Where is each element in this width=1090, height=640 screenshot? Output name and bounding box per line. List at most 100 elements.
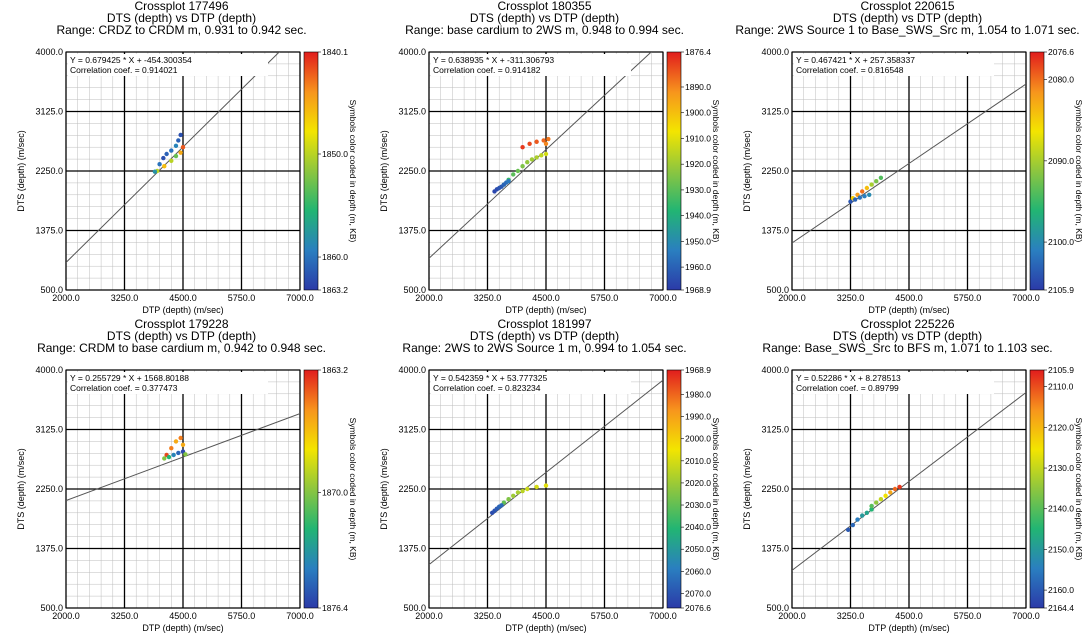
x-tick-label: 5750.0 xyxy=(228,293,256,303)
x-tick-label: 2000.0 xyxy=(778,293,806,303)
chart-title: Crossplot 177496 xyxy=(134,0,229,13)
y-tick-label: 4000.0 xyxy=(398,47,426,57)
y-tick-label: 500.0 xyxy=(40,603,63,613)
scatter-points xyxy=(489,483,549,515)
data-point xyxy=(534,139,539,144)
data-point xyxy=(878,175,884,180)
data-point xyxy=(857,195,863,200)
data-point xyxy=(506,497,511,502)
colorbar-tick-label: 2060.0 xyxy=(685,566,711,576)
colorbar-tick-label: 2110.0 xyxy=(1048,382,1074,392)
data-point xyxy=(529,157,535,162)
data-point xyxy=(869,503,874,509)
equation-box xyxy=(431,54,631,76)
chart-range: Range: base cardium to 2WS m, 0.948 to 0… xyxy=(405,23,684,37)
colorbar-tick-label: 2076.6 xyxy=(685,603,711,613)
data-point xyxy=(169,148,174,153)
data-point xyxy=(862,193,867,199)
x-axis-label: DTP (depth) (m/sec) xyxy=(505,305,586,315)
colorbar-tick-label: 2120.0 xyxy=(1048,422,1074,432)
colorbar-tick-label: 2076.6 xyxy=(1048,47,1074,57)
y-tick-label: 1375.0 xyxy=(35,226,63,236)
equation-box xyxy=(68,54,268,76)
y-axis-label: DTS (depth) (m/sec) xyxy=(16,130,26,212)
data-point xyxy=(845,527,851,532)
crossplot-panel-5: Crossplot 181997 DTS (depth) vs DTP (dep… xyxy=(363,318,726,636)
colorbar-tick-label: 2050.0 xyxy=(685,544,711,554)
y-tick-label: 4000.0 xyxy=(761,47,789,57)
colorbar-tick-label: 2164.4 xyxy=(1048,603,1074,613)
y-tick-label: 4000.0 xyxy=(398,365,426,375)
plot-frame xyxy=(428,51,664,291)
data-point xyxy=(171,452,176,458)
data-point xyxy=(515,168,521,174)
colorbar xyxy=(1029,51,1045,291)
x-tick-label: 4500.0 xyxy=(532,611,560,621)
colorbar-tick-label: 2020.0 xyxy=(685,478,711,488)
data-point xyxy=(883,493,888,498)
x-tick-label: 4500.0 xyxy=(532,293,560,303)
colorbar xyxy=(303,369,319,609)
data-point xyxy=(869,507,874,512)
data-point xyxy=(864,510,870,515)
colorbar-label: Symbols color coded in depth (m, KB) xyxy=(711,100,721,243)
x-tick-label: 2000.0 xyxy=(415,611,443,621)
colorbar xyxy=(1029,369,1045,609)
data-point xyxy=(157,162,162,167)
x-axis-label: DTP (depth) (m/sec) xyxy=(868,305,949,315)
chart-title: Crossplot 180355 xyxy=(497,0,592,13)
x-tick-label: 4500.0 xyxy=(169,611,197,621)
colorbar-tick-label: 1863.2 xyxy=(322,365,348,375)
data-point xyxy=(874,500,879,505)
y-tick-label: 3125.0 xyxy=(398,107,426,117)
colorbar-tick-label: 2140.0 xyxy=(1048,504,1074,514)
x-tick-label: 5750.0 xyxy=(591,611,619,621)
chart-range: Range: 2WS to 2WS Source 1 m, 0.994 to 1… xyxy=(402,341,687,355)
x-tick-label: 4500.0 xyxy=(895,293,923,303)
data-point xyxy=(178,132,183,138)
colorbar-tick-label: 1876.4 xyxy=(322,603,348,613)
y-tick-label: 4000.0 xyxy=(761,365,789,375)
data-point xyxy=(499,503,504,508)
colorbar-tick-label: 1990.0 xyxy=(685,412,711,422)
y-axis-label: DTS (depth) (m/sec) xyxy=(379,130,389,212)
data-point xyxy=(860,189,865,194)
data-point xyxy=(543,483,549,488)
y-tick-label: 2250.0 xyxy=(35,166,63,176)
plot-frame xyxy=(65,369,301,609)
chart-title: Crossplot 181997 xyxy=(497,317,592,331)
crossplot-svg: 2000.0 3250.0 4500.0 5750.0 7000.0 500.0 1375.… xyxy=(742,365,1084,633)
y-tick-label: 1375.0 xyxy=(398,544,426,554)
chart-subtitle: DTS (depth) vs DTP (depth) xyxy=(469,11,620,25)
data-point xyxy=(166,454,172,460)
x-tick-label: 5750.0 xyxy=(228,611,256,621)
colorbar-tick-label: 1910.0 xyxy=(685,133,711,143)
data-point xyxy=(541,138,546,143)
y-tick-label: 3125.0 xyxy=(35,425,63,435)
chart-range: Range: CRDZ to CRDM m, 0.931 to 0.942 se… xyxy=(56,23,307,37)
plot-frame xyxy=(791,369,1027,609)
scatter-points xyxy=(848,175,884,204)
x-tick-label: 3250.0 xyxy=(474,293,502,303)
data-point xyxy=(520,145,525,150)
x-tick-label: 5750.0 xyxy=(954,293,982,303)
colorbar-tick-label: 2030.0 xyxy=(685,500,711,510)
x-tick-label: 5750.0 xyxy=(954,611,982,621)
data-point xyxy=(539,153,544,158)
equation-box xyxy=(68,372,268,394)
y-tick-label: 1375.0 xyxy=(35,544,63,554)
crossplot-panel-6: Crossplot 225226 DTS (depth) vs DTP (dep… xyxy=(726,318,1089,636)
data-point xyxy=(511,493,516,498)
colorbar-tick-label: 2040.0 xyxy=(685,522,711,532)
colorbar-tick-label: 2090.0 xyxy=(1048,156,1074,166)
x-tick-label: 3250.0 xyxy=(474,611,502,621)
colorbar-tick-label: 2000.0 xyxy=(685,434,711,444)
crossplot-svg: 2000.0 3250.0 4500.0 5750.0 7000.0 500.0 1375.… xyxy=(379,47,721,315)
scatter-points xyxy=(492,136,551,194)
colorbar-tick-label: 1840.1 xyxy=(322,47,348,57)
x-tick-label: 7000.0 xyxy=(1012,611,1040,621)
colorbar-tick-label: 1950.0 xyxy=(685,236,711,246)
y-tick-label: 2250.0 xyxy=(761,166,789,176)
data-point xyxy=(520,164,525,169)
chart-range: Range: Base_SWS_Src to BFS m, 1.071 to 1… xyxy=(762,341,1053,355)
